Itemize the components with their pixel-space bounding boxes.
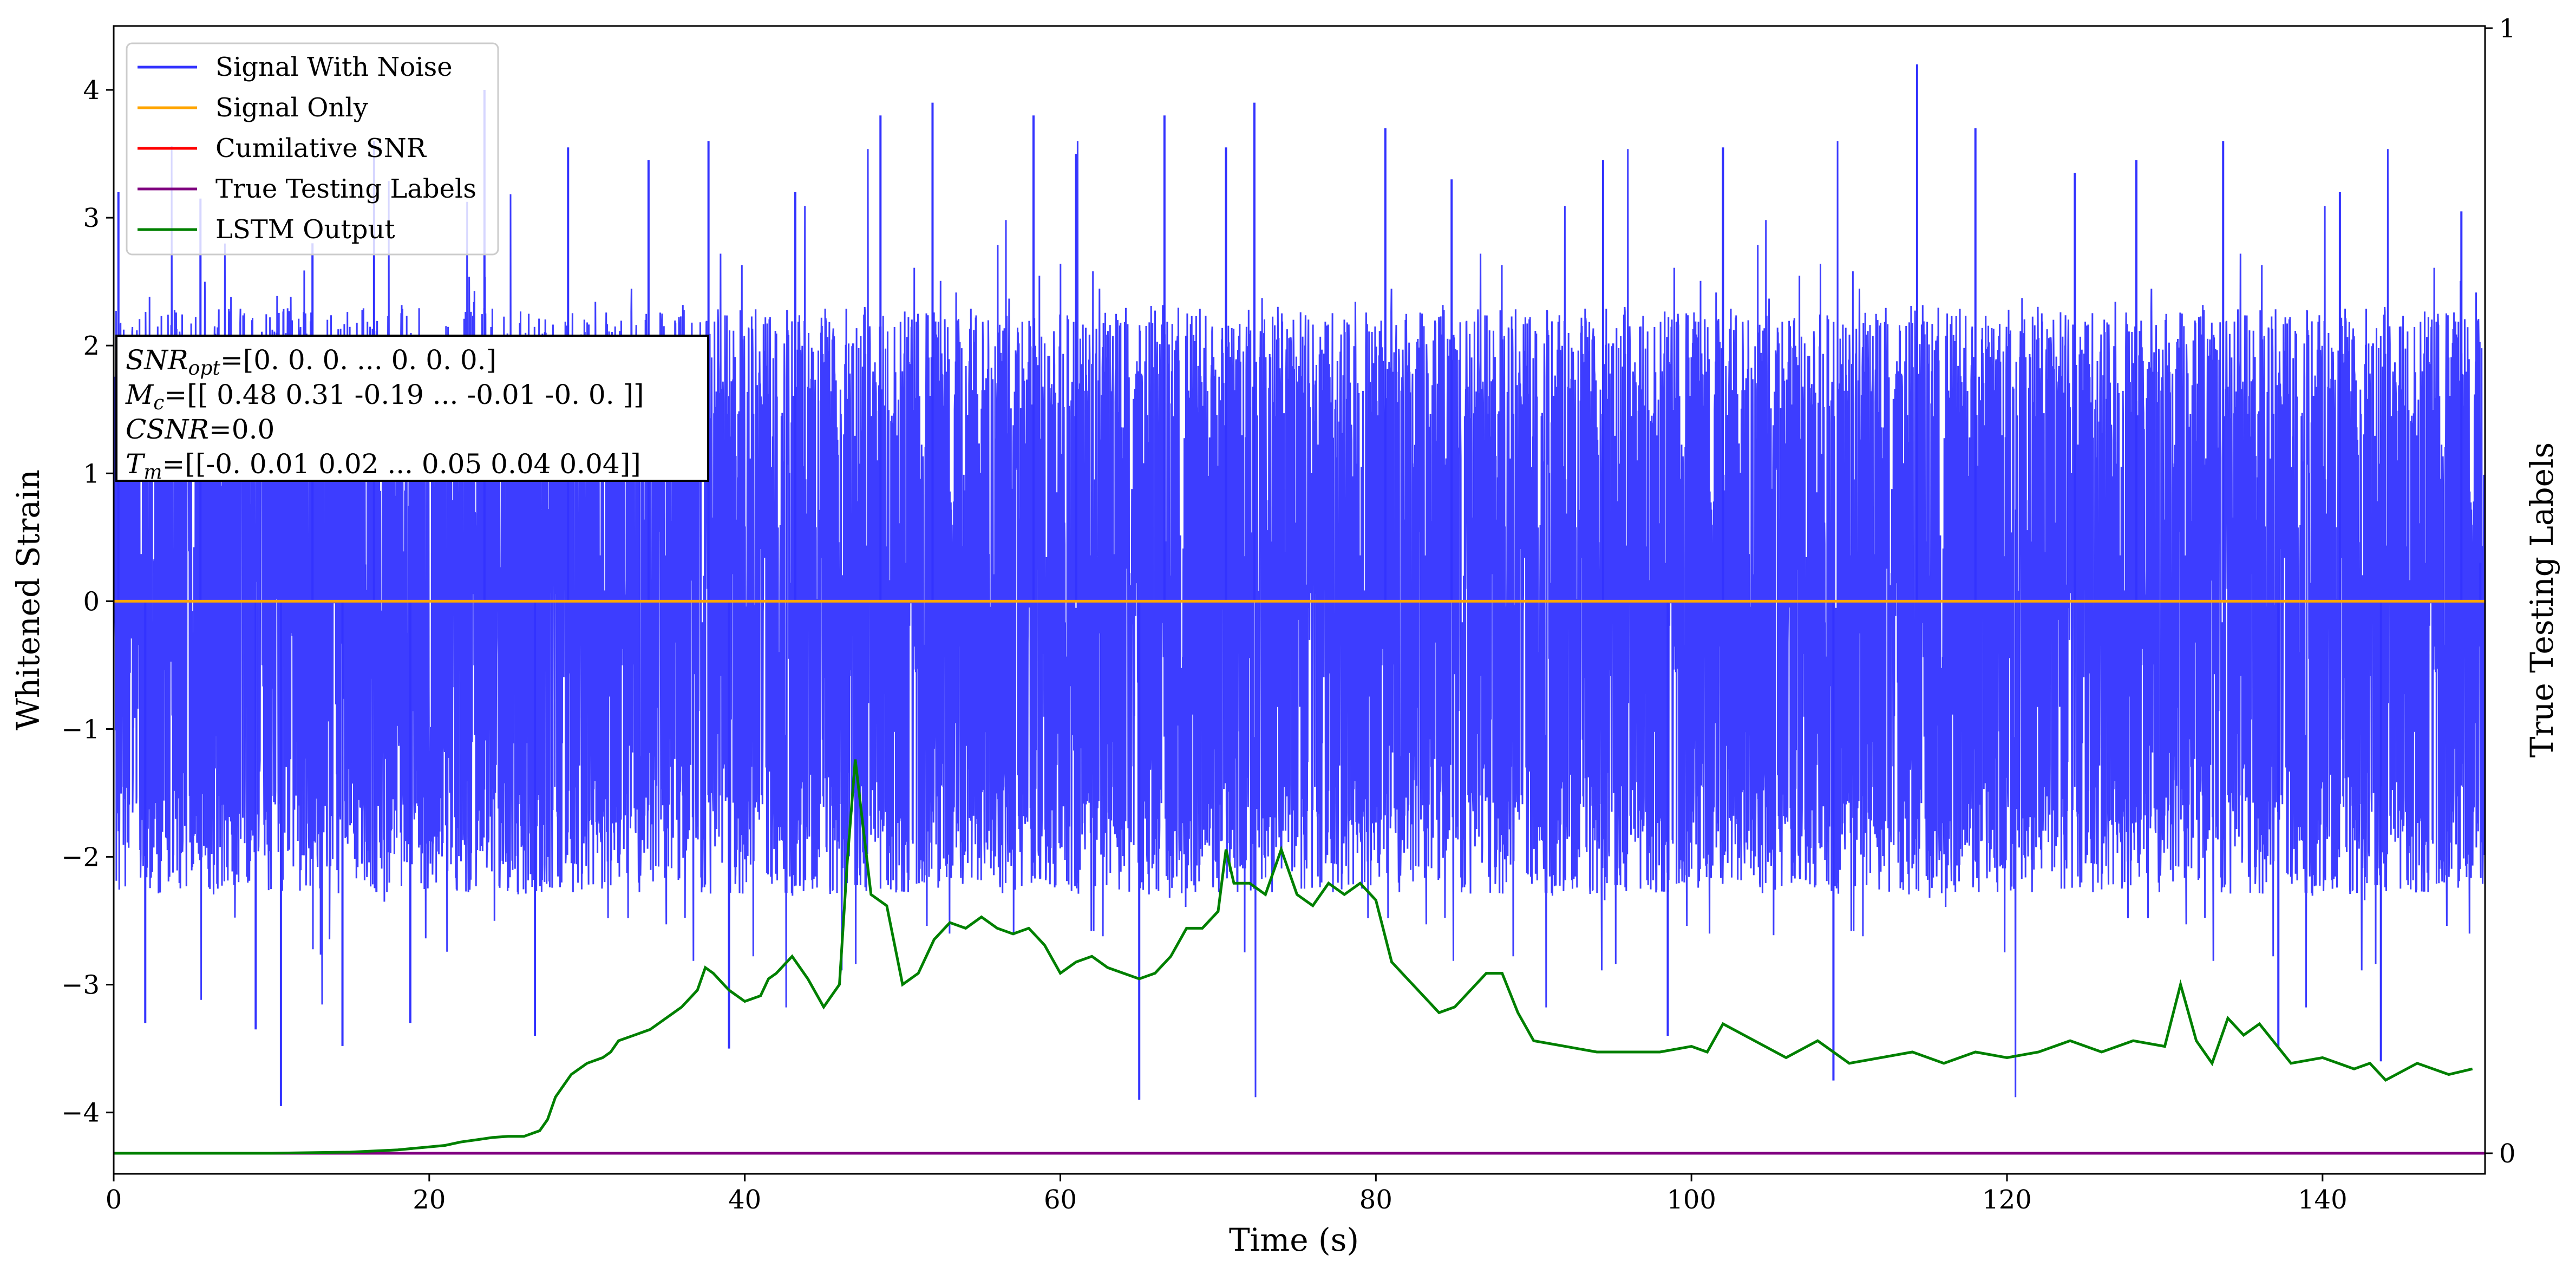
x-tick-label: 140 bbox=[2298, 1185, 2348, 1215]
annotation-frame bbox=[115, 335, 709, 482]
legend-box bbox=[126, 42, 499, 256]
x-tick-label: 100 bbox=[1666, 1185, 1716, 1215]
legend-label-cumilative-snr: Cumilative SNR bbox=[215, 133, 427, 164]
legend-label-signal-with-noise: Signal With Noise bbox=[215, 52, 453, 82]
x-axis-label: Time (s) bbox=[1229, 1221, 1359, 1258]
y-tick-label: 3 bbox=[83, 203, 100, 233]
x-tick-label: 80 bbox=[1359, 1185, 1392, 1215]
legend-label-true-testing-labels: True Testing Labels bbox=[215, 174, 476, 204]
annotation-line: Mc=[[ 0.48 0.31 -0.19 ... -0.01 -0. 0. ]… bbox=[125, 379, 644, 414]
annotation-lines: SNRopt=[0. 0. 0. ... 0. 0. 0.]Mc=[[ 0.48… bbox=[125, 344, 644, 484]
x-tick-label: 120 bbox=[1982, 1185, 2032, 1215]
plot-frame bbox=[113, 25, 2486, 1175]
y-tick-label: 2 bbox=[83, 331, 100, 361]
legend-label-lstm-output: LSTM Output bbox=[215, 214, 395, 245]
y2-tick-label: 0 bbox=[2499, 1139, 2516, 1169]
x-tick-label: 60 bbox=[1044, 1185, 1077, 1215]
annotation-line: SNRopt=[0. 0. 0. ... 0. 0. 0.] bbox=[126, 344, 496, 380]
y2-axis-ticks: 01 bbox=[2485, 14, 2516, 1169]
legend: Signal With Noise Signal Only Cumilative S… bbox=[126, 42, 499, 256]
x-tick-label: 40 bbox=[728, 1185, 761, 1215]
x-tick-label: 0 bbox=[106, 1185, 122, 1215]
legend-items: Signal With Noise Signal Only Cumilative S… bbox=[138, 52, 476, 245]
y-tick-label: −2 bbox=[61, 842, 100, 873]
y2-axis-label: True Testing Labels bbox=[2523, 442, 2560, 757]
x-tick-label: 20 bbox=[413, 1185, 446, 1215]
noise-trace bbox=[113, 141, 2486, 1097]
y-tick-label: −4 bbox=[61, 1098, 100, 1128]
y-tick-label: 1 bbox=[83, 459, 100, 489]
x-axis-ticks: 0 20 40 60 80 100 120 140 bbox=[106, 1174, 2348, 1215]
annotation-box: SNRopt=[0. 0. 0. ... 0. 0. 0.]Mc=[[ 0.48… bbox=[115, 335, 709, 484]
y-axis-ticks: −4 −3 −2 −1 0 1 2 3 4 bbox=[61, 75, 114, 1128]
y-tick-label: 0 bbox=[83, 586, 100, 617]
lstm-output-series bbox=[114, 759, 2473, 1155]
legend-label-signal-only: Signal Only bbox=[215, 93, 368, 123]
y2-tick-label: 1 bbox=[2499, 14, 2516, 44]
y-tick-label: −1 bbox=[61, 714, 100, 744]
series-layer bbox=[114, 599, 2485, 1155]
annotation-line: Tm=[[-0. 0.01 0.02 ... 0.05 0.04 0.04]] bbox=[126, 448, 641, 484]
y-tick-label: 4 bbox=[83, 75, 100, 106]
y-axis-label: Whitened Strain bbox=[10, 469, 47, 730]
annotation-line: CSNR=0.0 bbox=[126, 414, 274, 445]
y-tick-label: −3 bbox=[61, 970, 100, 1001]
